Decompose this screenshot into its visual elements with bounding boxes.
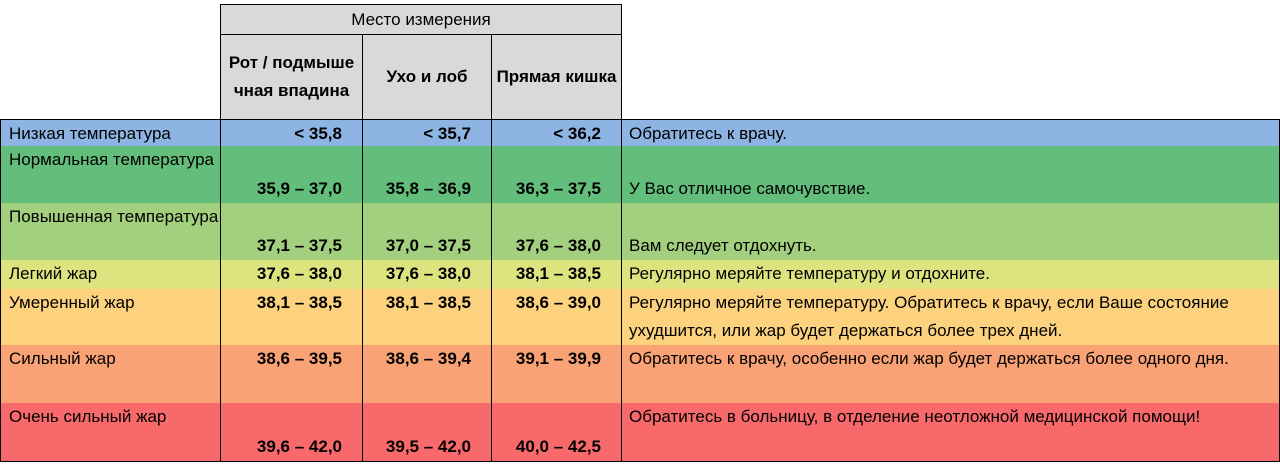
row-label: Очень сильный жар	[0, 403, 221, 462]
rectal-range: 40,0 – 42,5	[491, 403, 622, 462]
mouth-armpit-range-text: 38,1 – 38,5	[256, 293, 342, 312]
advice-text: Обратитесь к врачу.	[621, 119, 1280, 147]
advice-text: Обратитесь в больницу, в отделение неотл…	[621, 403, 1280, 462]
rectal-range-text: < 36,2	[553, 124, 601, 143]
row-label: Нормальная температура	[0, 146, 221, 204]
rectal-range: 36,3 – 37,5	[491, 146, 622, 204]
ear-forehead-range-text: 39,5 – 42,0	[385, 437, 471, 456]
advice-text: Вам следует отдохнуть.	[621, 203, 1280, 261]
rectal-range-text: 39,1 – 39,9	[515, 349, 601, 368]
advice-text-text: У Вас отличное самочувствие.	[629, 179, 871, 198]
mouth-armpit-range-text: 38,6 – 39,5	[256, 349, 342, 368]
advice-text-text: Вам следует отдохнуть.	[629, 236, 817, 255]
advice-text-text: Регулярно меряйте температуру и отдохнит…	[629, 264, 990, 283]
row-label-text: Повышенная температура	[9, 207, 219, 226]
row-label-text: Нормальная температура	[9, 150, 215, 169]
rectal-range-text: 38,1 – 38,5	[515, 264, 601, 283]
row-label-text: Очень сильный жар	[9, 407, 167, 426]
ear-forehead-range: 38,6 – 39,4	[362, 345, 492, 404]
rectal-range-text: 38,6 – 39,0	[515, 293, 601, 312]
advice-text-text: Регулярно меряйте температуру. Обратитес…	[629, 293, 1229, 340]
mouth-armpit-range: 39,6 – 42,0	[220, 403, 363, 462]
advice-text-text: Обратитесь к врачу.	[629, 124, 788, 143]
rectal-range: < 36,2	[491, 119, 622, 147]
advice-text-text: Обратитесь в больницу, в отделение неотл…	[629, 407, 1201, 426]
measurement-location-header: Место измерения	[220, 4, 622, 35]
mouth-armpit-range: 37,1 – 37,5	[220, 203, 363, 261]
row-label-text: Легкий жар	[9, 264, 98, 283]
ear-forehead-range: 37,6 – 38,0	[362, 260, 492, 290]
rectal-range: 37,6 – 38,0	[491, 203, 622, 261]
row-label-text: Низкая температура	[9, 124, 171, 143]
row-label: Низкая температура	[0, 119, 221, 147]
row-label-text: Умеренный жар	[9, 293, 135, 312]
mouth-armpit-range-text: 35,9 – 37,0	[256, 179, 342, 198]
ear-forehead-range-text: 38,6 – 39,4	[385, 349, 471, 368]
rectal-range: 38,1 – 38,5	[491, 260, 622, 290]
ear-forehead-range: < 35,7	[362, 119, 492, 147]
row-label-text: Сильный жар	[9, 349, 116, 368]
ear-forehead-range: 39,5 – 42,0	[362, 403, 492, 462]
rectal-range: 38,6 – 39,0	[491, 289, 622, 346]
advice-text-text: Обратитесь к врачу, особенно если жар бу…	[629, 349, 1229, 368]
mouth-armpit-range: < 35,8	[220, 119, 363, 147]
ear-forehead-range-text: < 35,7	[423, 124, 471, 143]
mouth-armpit-range-text: < 35,8	[294, 124, 342, 143]
ear-forehead-range: 35,8 – 36,9	[362, 146, 492, 204]
column-header-ear-forehead: Ухо и лоб	[362, 34, 492, 120]
row-label: Умеренный жар	[0, 289, 221, 346]
column-header-rectal: Прямая кишка	[491, 34, 622, 120]
mouth-armpit-range: 37,6 – 38,0	[220, 260, 363, 290]
ear-forehead-range-text: 37,6 – 38,0	[385, 264, 471, 283]
ear-forehead-range: 38,1 – 38,5	[362, 289, 492, 346]
row-label: Повышенная температура	[0, 203, 221, 261]
ear-forehead-range: 37,0 – 37,5	[362, 203, 492, 261]
mouth-armpit-range: 35,9 – 37,0	[220, 146, 363, 204]
rectal-range: 39,1 – 39,9	[491, 345, 622, 404]
mouth-armpit-range-text: 39,6 – 42,0	[256, 437, 342, 456]
rectal-range-text: 37,6 – 38,0	[515, 236, 601, 255]
column-header-mouth-armpit: Рот / подмышечная впадина	[220, 34, 363, 120]
rectal-range-text: 40,0 – 42,5	[515, 437, 601, 456]
mouth-armpit-range: 38,6 – 39,5	[220, 345, 363, 404]
advice-text: Обратитесь к врачу, особенно если жар бу…	[621, 345, 1280, 404]
ear-forehead-range-text: 35,8 – 36,9	[385, 179, 471, 198]
row-label: Сильный жар	[0, 345, 221, 404]
mouth-armpit-range: 38,1 – 38,5	[220, 289, 363, 346]
mouth-armpit-range-text: 37,6 – 38,0	[256, 264, 342, 283]
rectal-range-text: 36,3 – 37,5	[515, 179, 601, 198]
row-label: Легкий жар	[0, 260, 221, 290]
advice-text: Регулярно меряйте температуру и отдохнит…	[621, 260, 1280, 290]
advice-text: У Вас отличное самочувствие.	[621, 146, 1280, 204]
ear-forehead-range-text: 38,1 – 38,5	[385, 293, 471, 312]
mouth-armpit-range-text: 37,1 – 37,5	[256, 236, 342, 255]
ear-forehead-range-text: 37,0 – 37,5	[385, 236, 471, 255]
advice-text: Регулярно меряйте температуру. Обратитес…	[621, 289, 1280, 346]
